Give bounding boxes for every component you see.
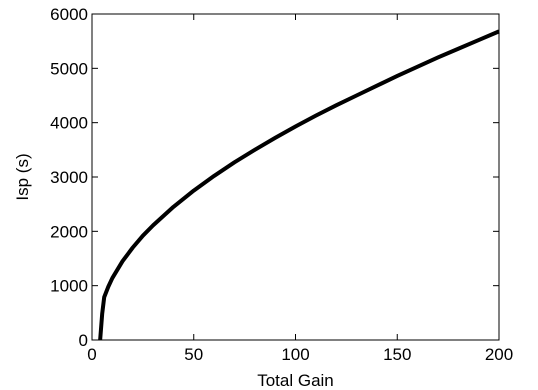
- series-line-0: [98, 29, 500, 341]
- y-tick-label-3: 3000: [50, 168, 88, 187]
- x-axis-label: Total Gain: [257, 371, 334, 390]
- x-tick-label-0: 0: [87, 345, 96, 364]
- y-tick-label-1: 1000: [50, 277, 88, 296]
- y-tick-label-2: 2000: [50, 222, 88, 241]
- x-tick-label-4: 200: [485, 345, 513, 364]
- x-tick-label-1: 50: [184, 345, 203, 364]
- y-tick-label-4: 4000: [50, 114, 88, 133]
- y-tick-label-6: 6000: [50, 5, 88, 24]
- y-tick-label-0: 0: [79, 331, 88, 350]
- y-axis-label: Isp (s): [13, 153, 32, 200]
- x-tick-label-2: 100: [281, 345, 309, 364]
- x-tick-label-3: 150: [383, 345, 411, 364]
- series-layer: [98, 29, 500, 341]
- y-tick-label-5: 5000: [50, 59, 88, 78]
- plot-frame: [91, 13, 500, 341]
- plot-area: [92, 14, 499, 340]
